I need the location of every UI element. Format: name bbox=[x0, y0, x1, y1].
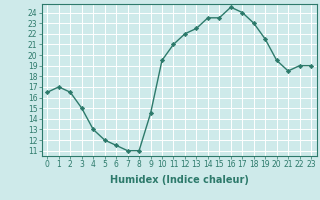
X-axis label: Humidex (Indice chaleur): Humidex (Indice chaleur) bbox=[110, 175, 249, 185]
